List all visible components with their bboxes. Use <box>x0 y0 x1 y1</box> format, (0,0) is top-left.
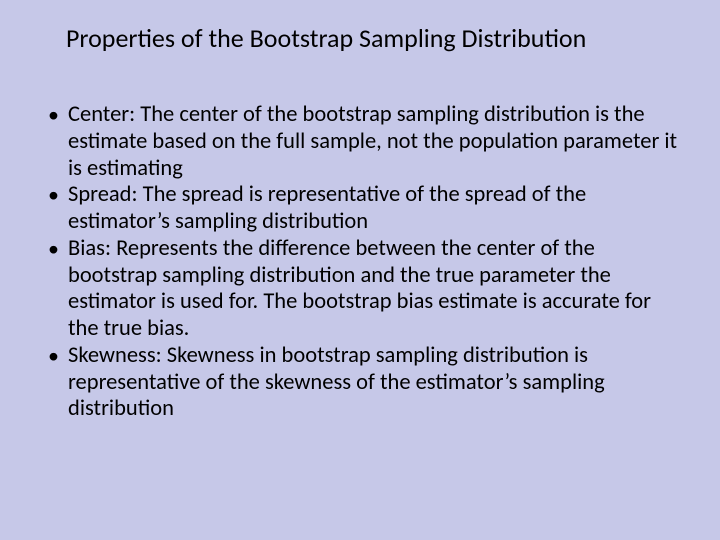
bullet-list: Center: The center of the bootstrap samp… <box>40 102 680 423</box>
bullet-item: Skewness: Skewness in bootstrap sampling… <box>44 343 680 423</box>
slide-container: Properties of the Bootstrap Sampling Dis… <box>0 0 720 540</box>
bullet-item: Bias: Represents the difference between … <box>44 236 680 343</box>
bullet-item: Center: The center of the bootstrap samp… <box>44 102 680 182</box>
slide-title: Properties of the Bootstrap Sampling Dis… <box>66 22 680 54</box>
bullet-item: Spread: The spread is representative of … <box>44 182 680 236</box>
